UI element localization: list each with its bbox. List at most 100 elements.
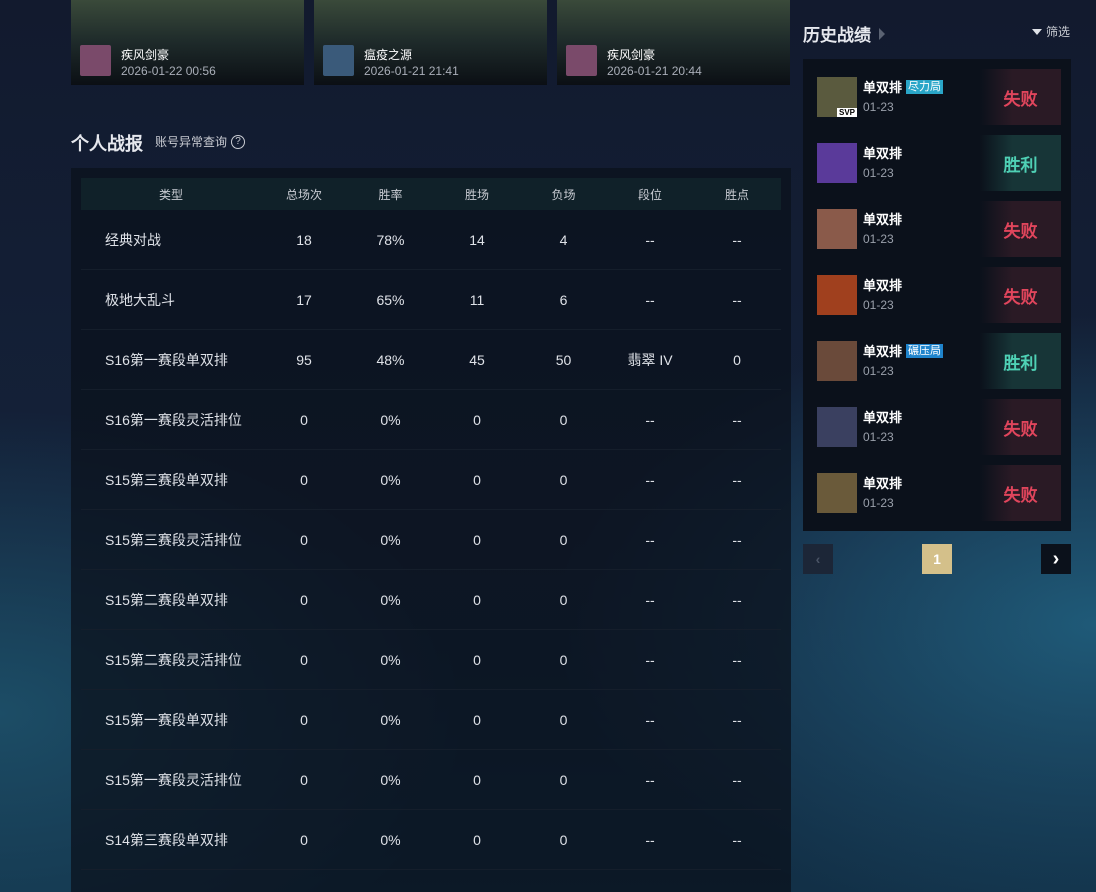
- table-cell: 48%: [376, 351, 405, 368]
- match-result: 胜利: [980, 333, 1061, 389]
- stats-table: 类型 总场次 胜率 胜场 负场 段位 胜点 经典对战 18 78% 14 4 -- -- 极地大乱斗 17 6…: [71, 168, 791, 892]
- table-cell: 18: [296, 231, 312, 248]
- game-mode: 单双排: [863, 278, 903, 293]
- column-header: 胜点: [724, 187, 749, 202]
- game-mode: 单双排: [863, 476, 903, 491]
- match-item[interactable]: 单双排 01-23 失败: [803, 465, 1071, 521]
- match-item[interactable]: 单双排 碾压局 01-23 胜利: [803, 333, 1071, 389]
- column-header: 胜场: [464, 187, 489, 202]
- table-cell: 0: [559, 471, 568, 488]
- table-row: S16第一赛段灵活排位 0 0% 0 0 -- --: [81, 390, 781, 450]
- table-cell: 50: [555, 351, 572, 368]
- table-cell: --: [645, 531, 655, 548]
- table-cell: S15第三赛段灵活排位: [105, 531, 242, 548]
- table-row: S15第三赛段单双排 0 0% 0 0 -- --: [81, 450, 781, 510]
- table-cell: 0: [300, 651, 308, 668]
- column-header: 胜率: [378, 187, 403, 202]
- table-cell: --: [645, 831, 655, 848]
- match-item[interactable]: 单双排 01-23 胜利: [803, 135, 1071, 191]
- video-card[interactable]: 疾风剑豪 2026-01-22 00:56: [71, 0, 304, 85]
- match-item[interactable]: 单双排 01-23 失败: [803, 399, 1071, 455]
- video-card[interactable]: 瘟疫之源 2026-01-21 21:41: [314, 0, 547, 85]
- table-cell: --: [732, 711, 742, 728]
- table-cell: --: [732, 231, 742, 248]
- table-cell: 0: [473, 591, 481, 608]
- match-item[interactable]: 单双排 01-23 失败: [803, 201, 1071, 257]
- match-item[interactable]: 单双排 01-23 失败: [803, 267, 1071, 323]
- help-icon[interactable]: ?: [231, 134, 246, 149]
- table-cell: --: [732, 531, 742, 548]
- game-mode: 单双排: [863, 344, 903, 359]
- hero-avatar: [323, 45, 354, 76]
- table-cell: 0%: [380, 651, 401, 668]
- hero-name: 瘟疫之源: [364, 48, 413, 62]
- caret-right-icon: [879, 27, 885, 40]
- column-header: 总场次: [285, 187, 322, 202]
- table-cell: 14: [469, 231, 485, 248]
- table-row: S15第二赛段单双排 0 0% 0 0 -- --: [81, 570, 781, 630]
- table-cell: 0: [473, 411, 481, 428]
- table-cell: 0: [559, 651, 568, 668]
- match-result: 失败: [980, 465, 1061, 521]
- table-cell: S15第三赛段单双排: [105, 471, 228, 488]
- column-header: 类型: [158, 187, 183, 202]
- match-date: 01-23: [863, 364, 894, 378]
- table-cell: S15第一赛段灵活排位: [105, 771, 242, 788]
- video-card[interactable]: 疾风剑豪 2026-01-21 20:44: [557, 0, 790, 85]
- table-cell: 0: [300, 531, 308, 548]
- match-date: 01-23: [863, 298, 894, 312]
- table-cell: 0%: [380, 711, 401, 728]
- table-cell: 4: [559, 231, 568, 248]
- table-cell: 0: [473, 771, 481, 788]
- table-cell: 0%: [380, 831, 401, 848]
- table-cell: 翡翠 IV: [627, 351, 673, 368]
- table-cell: 0%: [380, 471, 401, 488]
- table-cell: S16第一赛段单双排: [105, 351, 228, 368]
- table-cell: 0: [559, 771, 568, 788]
- filter-button[interactable]: 筛选: [1032, 23, 1070, 40]
- table-cell: 0%: [380, 411, 401, 428]
- table-cell: 极地大乱斗: [105, 291, 175, 308]
- table-cell: --: [645, 591, 655, 608]
- game-mode: 单双排: [863, 146, 903, 161]
- table-cell: 0: [300, 471, 308, 488]
- account-check-link[interactable]: 账号异常查询?: [155, 133, 246, 150]
- table-cell: --: [732, 471, 742, 488]
- table-cell: 78%: [376, 231, 405, 248]
- table-cell: S16第一赛段灵活排位: [105, 411, 242, 428]
- match-result: 失败: [980, 399, 1061, 455]
- table-cell: 0: [473, 711, 481, 728]
- funnel-icon: [1032, 28, 1042, 35]
- hero-avatar: [80, 45, 111, 76]
- table-cell: 0: [300, 831, 308, 848]
- table-cell: --: [645, 231, 655, 248]
- table-cell: --: [645, 471, 655, 488]
- match-date: 01-23: [863, 496, 894, 510]
- champion-avatar: [817, 341, 857, 381]
- table-row: S15第二赛段灵活排位 0 0% 0 0 -- --: [81, 630, 781, 690]
- table-cell: S14第三赛段单双排: [105, 831, 228, 848]
- video-time: 2026-01-22 00:56: [121, 64, 216, 78]
- table-cell: --: [732, 291, 742, 308]
- page-title: 个人战报: [71, 134, 143, 154]
- prev-page-button[interactable]: ‹: [803, 544, 833, 574]
- table-row: S14第三赛段单双排 0 0% 0 0 -- --: [81, 810, 781, 870]
- table-cell: 0: [559, 411, 568, 428]
- table-cell: 11: [469, 291, 485, 308]
- table-cell: --: [732, 411, 742, 428]
- table-cell: 0: [473, 531, 481, 548]
- account-check-label: 账号异常查询: [155, 135, 228, 149]
- table-cell: --: [645, 771, 655, 788]
- table-cell: --: [645, 651, 655, 668]
- table-row: 极地大乱斗 17 65% 11 6 -- --: [81, 270, 781, 330]
- table-cell: --: [732, 591, 742, 608]
- next-page-button[interactable]: ›: [1041, 544, 1071, 574]
- table-cell: --: [732, 771, 742, 788]
- table-cell: 6: [559, 291, 568, 308]
- history-title[interactable]: 历史战绩: [803, 21, 885, 46]
- champion-avatar: [817, 275, 857, 315]
- table-cell: 0: [300, 771, 308, 788]
- hero-name: 疾风剑豪: [121, 48, 170, 62]
- page-1-button[interactable]: 1: [922, 544, 952, 574]
- match-item[interactable]: SVP 单双排 尽力局 01-23 失败: [803, 69, 1071, 125]
